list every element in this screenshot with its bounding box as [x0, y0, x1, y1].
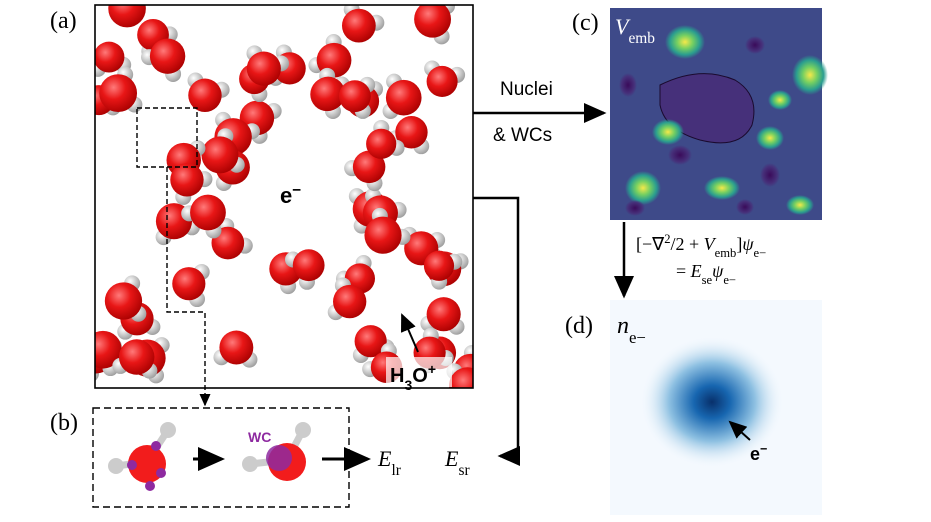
molecule-with-wc — [108, 422, 176, 491]
panel-label: (a) — [50, 8, 77, 34]
panel-b-frame — [92, 407, 350, 508]
text-segment: ψ — [712, 261, 724, 281]
text-segment: sr — [458, 462, 469, 479]
text-segment: V — [615, 14, 631, 39]
equation-line: = Eseψe− — [676, 261, 736, 287]
arrow-label: & WCs — [493, 125, 552, 146]
atom — [72, 342, 88, 358]
text-segment: − — [292, 182, 301, 199]
atom — [366, 128, 397, 159]
text-segment: O — [412, 365, 428, 387]
text-segment: n — [617, 313, 629, 339]
atom — [333, 284, 367, 319]
atom — [414, 5, 452, 38]
text-segment: ] — [736, 234, 742, 254]
atom — [477, 369, 493, 385]
atom — [135, 0, 151, 5]
text-segment: 2 — [664, 232, 670, 246]
panel-label: (c) — [572, 10, 599, 36]
panel-a-frame — [94, 4, 474, 389]
text-segment: e — [280, 183, 292, 208]
label-backdrop — [386, 357, 452, 387]
zoom-connector — [166, 167, 211, 407]
text-segment: e− — [629, 328, 646, 347]
electron-label: e− — [750, 442, 767, 464]
electron-density — [640, 336, 784, 468]
text-segment: E — [690, 261, 702, 281]
text-segment: emb — [715, 246, 737, 260]
energy-lr: Elr — [377, 446, 401, 479]
atom — [118, 339, 155, 375]
panel-label: (d) — [565, 313, 593, 339]
text-segment: E — [377, 446, 392, 471]
text-segment: + — [428, 361, 436, 377]
atom — [75, 344, 91, 360]
text-segment: /2 + — [670, 234, 703, 254]
atom — [201, 136, 239, 174]
atom — [170, 163, 204, 197]
atom — [479, 368, 495, 384]
equation-line: [−∇2/2 + Vemb]ψe− — [636, 232, 766, 260]
electron-label: e− — [280, 182, 301, 209]
potential-label: Vemb — [615, 14, 655, 47]
atom — [104, 282, 143, 320]
atom — [385, 79, 422, 116]
arrow-label: Nuclei — [500, 79, 553, 100]
atom — [395, 116, 428, 149]
arrow — [473, 196, 520, 466]
embedding-potential-map — [610, 8, 828, 220]
atom — [75, 332, 91, 348]
text-segment: [−∇ — [636, 234, 665, 254]
atom — [95, 41, 125, 73]
atom — [426, 297, 461, 332]
atom — [354, 325, 387, 358]
text-segment: se — [702, 273, 713, 287]
text-segment: − — [760, 442, 767, 456]
molecule-centroid — [242, 422, 311, 481]
panel-label: (b) — [50, 410, 78, 436]
atom — [426, 65, 458, 97]
atom — [246, 51, 281, 86]
hydronium-arrow — [401, 313, 419, 353]
atom — [311, 76, 346, 111]
atom — [341, 8, 376, 43]
text-segment: e− — [723, 273, 736, 287]
text-segment: H — [390, 365, 404, 387]
text-segment: e — [750, 444, 760, 464]
atom — [219, 330, 254, 365]
atom — [352, 150, 386, 184]
text-segment: V — [704, 234, 717, 254]
electron-arrow — [728, 420, 751, 441]
atom — [338, 80, 371, 113]
atom — [108, 5, 146, 28]
text-segment: ψ — [742, 234, 754, 254]
atom — [188, 78, 222, 112]
text-segment: E — [444, 446, 459, 471]
atom — [149, 38, 186, 74]
atom — [95, 107, 97, 117]
text-segment: e− — [754, 246, 767, 260]
atom — [95, 330, 122, 369]
wc-label: WC — [248, 429, 271, 445]
hydronium-label: H3O+ — [390, 361, 436, 393]
atom — [103, 0, 119, 5]
text-segment: = — [676, 261, 691, 281]
atom — [99, 74, 138, 113]
atom — [449, 367, 473, 388]
density-label: ne− — [617, 313, 646, 347]
energy-sr: Esr — [444, 446, 470, 479]
atom — [292, 249, 325, 282]
text-segment: lr — [391, 462, 400, 479]
atom — [172, 267, 206, 301]
water-molecules — [72, 0, 495, 388]
atom — [190, 194, 226, 231]
text-segment: 3 — [404, 377, 412, 393]
atom — [364, 216, 402, 254]
atom — [423, 250, 455, 281]
text-segment: emb — [628, 30, 655, 47]
